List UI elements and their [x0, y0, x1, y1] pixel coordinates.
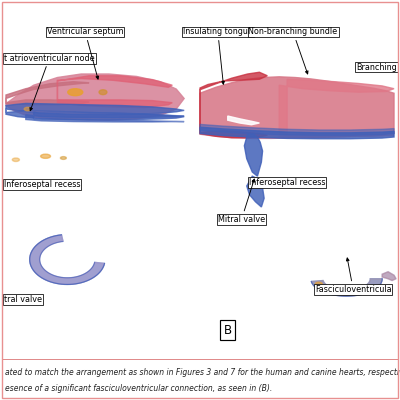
Polygon shape — [200, 127, 394, 139]
Polygon shape — [30, 235, 104, 284]
Polygon shape — [244, 134, 262, 176]
Polygon shape — [382, 272, 396, 280]
Polygon shape — [382, 272, 396, 280]
Ellipse shape — [68, 89, 83, 96]
Ellipse shape — [60, 156, 66, 159]
Text: tral valve: tral valve — [4, 295, 42, 304]
Ellipse shape — [275, 183, 287, 188]
Ellipse shape — [24, 107, 31, 111]
Text: Branching: Branching — [356, 62, 397, 72]
Ellipse shape — [99, 90, 107, 95]
Polygon shape — [30, 235, 104, 284]
Text: Fasciculoventricula: Fasciculoventricula — [315, 258, 392, 294]
Ellipse shape — [315, 282, 322, 286]
Polygon shape — [200, 72, 267, 138]
Polygon shape — [26, 112, 184, 122]
Polygon shape — [58, 76, 172, 108]
Ellipse shape — [12, 158, 20, 162]
Polygon shape — [311, 279, 382, 296]
Polygon shape — [6, 82, 89, 105]
Ellipse shape — [41, 154, 50, 158]
Polygon shape — [247, 176, 264, 207]
Text: ated to match the arrangement as shown in Figures 3 and 7 for the human and cani: ated to match the arrangement as shown i… — [5, 368, 400, 376]
Polygon shape — [6, 103, 184, 120]
Text: Ventricular septum: Ventricular septum — [47, 28, 124, 79]
Text: esence of a significant fasciculoventricular connection, as seen in (B).: esence of a significant fasciculoventric… — [5, 384, 272, 393]
Polygon shape — [279, 79, 394, 137]
Polygon shape — [200, 77, 394, 138]
Text: Inferoseptal recess: Inferoseptal recess — [4, 180, 80, 189]
Text: Non-branching bundle: Non-branching bundle — [248, 28, 338, 74]
Polygon shape — [200, 124, 394, 135]
Text: Insulating tongue: Insulating tongue — [183, 28, 253, 84]
Text: t atrioventricular node: t atrioventricular node — [4, 54, 95, 111]
Polygon shape — [311, 279, 382, 296]
Polygon shape — [228, 116, 260, 125]
Polygon shape — [6, 74, 184, 120]
Text: Inferoseptal recess: Inferoseptal recess — [249, 178, 325, 187]
Ellipse shape — [288, 185, 293, 188]
Text: Mitral valve: Mitral valve — [218, 179, 265, 224]
Text: B: B — [224, 324, 232, 337]
